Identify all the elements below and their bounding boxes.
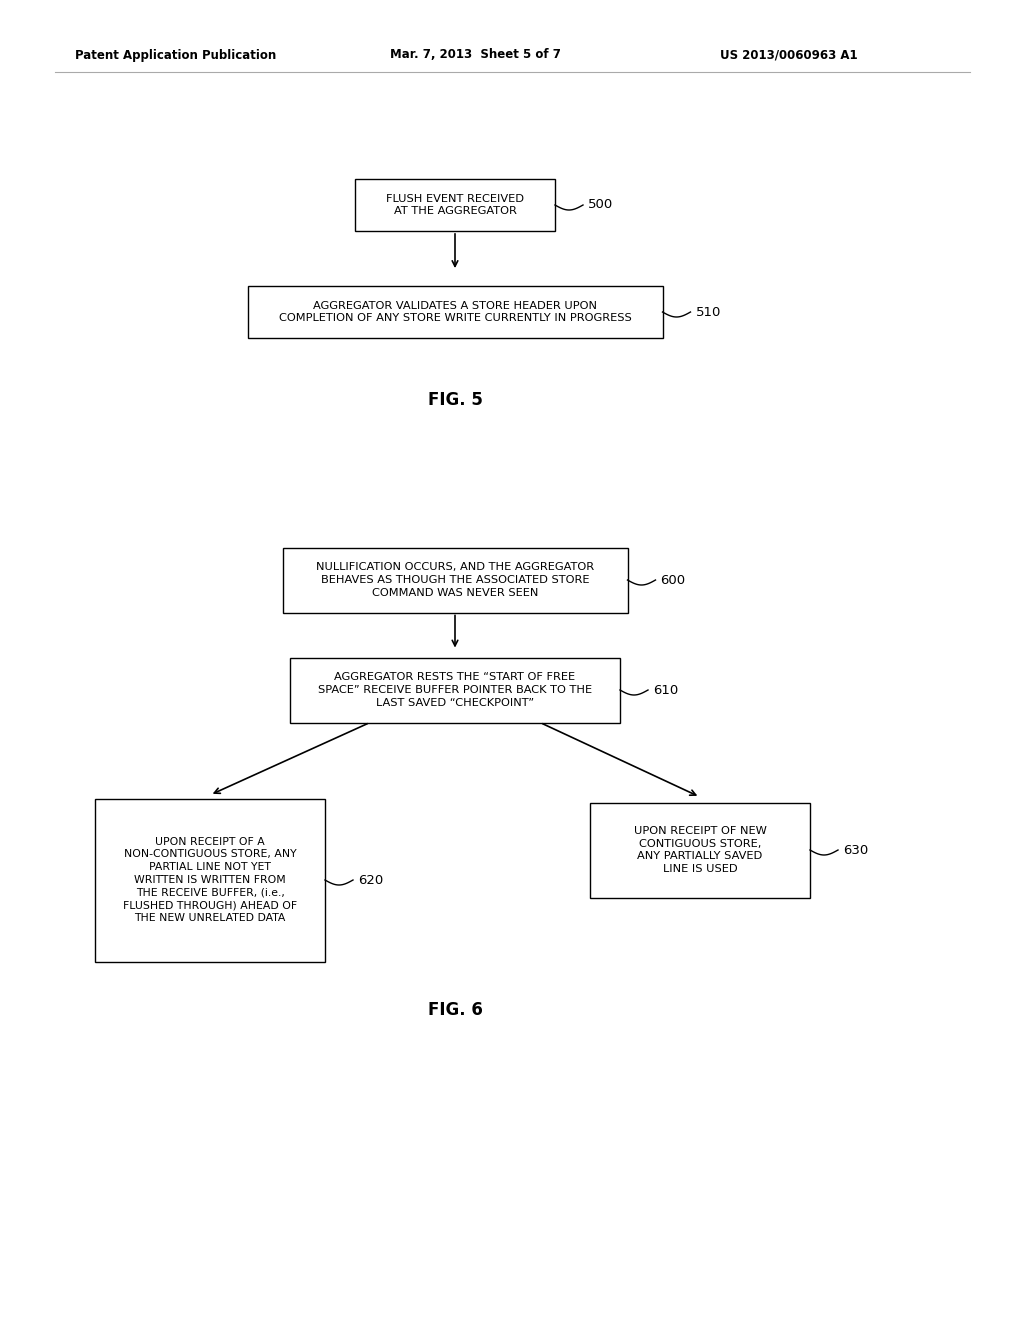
FancyBboxPatch shape <box>290 657 620 722</box>
Text: 600: 600 <box>660 573 686 586</box>
Text: Patent Application Publication: Patent Application Publication <box>75 49 276 62</box>
Text: 610: 610 <box>653 684 678 697</box>
Text: 500: 500 <box>588 198 613 211</box>
Text: Mar. 7, 2013  Sheet 5 of 7: Mar. 7, 2013 Sheet 5 of 7 <box>390 49 561 62</box>
Text: UPON RECEIPT OF NEW
CONTIGUOUS STORE,
ANY PARTIALLY SAVED
LINE IS USED: UPON RECEIPT OF NEW CONTIGUOUS STORE, AN… <box>634 826 766 874</box>
Text: US 2013/0060963 A1: US 2013/0060963 A1 <box>720 49 858 62</box>
FancyBboxPatch shape <box>283 548 628 612</box>
FancyBboxPatch shape <box>248 286 663 338</box>
Text: AGGREGATOR VALIDATES A STORE HEADER UPON
COMPLETION OF ANY STORE WRITE CURRENTLY: AGGREGATOR VALIDATES A STORE HEADER UPON… <box>279 301 632 323</box>
FancyBboxPatch shape <box>355 180 555 231</box>
Text: FIG. 5: FIG. 5 <box>428 391 482 409</box>
Text: AGGREGATOR RESTS THE “START OF FREE
SPACE” RECEIVE BUFFER POINTER BACK TO THE
LA: AGGREGATOR RESTS THE “START OF FREE SPAC… <box>317 672 592 708</box>
Text: FIG. 6: FIG. 6 <box>428 1001 482 1019</box>
Text: NULLIFICATION OCCURS, AND THE AGGREGATOR
BEHAVES AS THOUGH THE ASSOCIATED STORE
: NULLIFICATION OCCURS, AND THE AGGREGATOR… <box>316 562 594 598</box>
Text: UPON RECEIPT OF A
NON-CONTIGUOUS STORE, ANY
PARTIAL LINE NOT YET
WRITTEN IS WRIT: UPON RECEIPT OF A NON-CONTIGUOUS STORE, … <box>123 837 297 924</box>
Text: 630: 630 <box>843 843 868 857</box>
FancyBboxPatch shape <box>590 803 810 898</box>
Text: 620: 620 <box>358 874 383 887</box>
Text: FLUSH EVENT RECEIVED
AT THE AGGREGATOR: FLUSH EVENT RECEIVED AT THE AGGREGATOR <box>386 194 524 216</box>
Text: 510: 510 <box>695 305 721 318</box>
FancyBboxPatch shape <box>95 799 325 961</box>
